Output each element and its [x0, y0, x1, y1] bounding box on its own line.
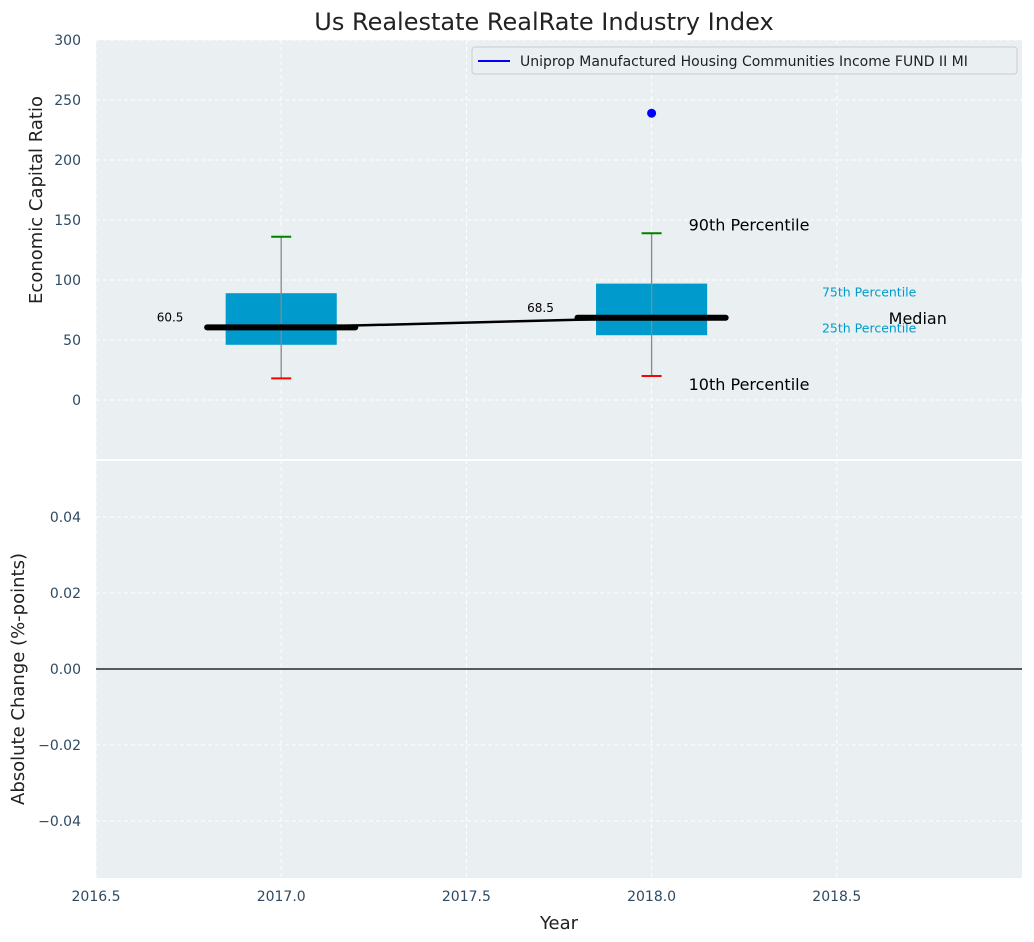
bottom-y-tick-label: 0.02 — [50, 586, 81, 602]
bottom-y-axis-label: Absolute Change (%-points) — [8, 553, 29, 805]
bottom-y-tick-label: −0.04 — [38, 814, 81, 830]
median-value-label: 68.5 — [527, 301, 554, 315]
x-tick-label: 2017.5 — [442, 889, 491, 905]
x-axis-label: Year — [539, 913, 579, 934]
median-trend-line — [281, 316, 652, 329]
top-y-axis-label: Economic Capital Ratio — [26, 96, 47, 304]
top-y-tick-label: 250 — [54, 93, 81, 109]
annotation-median: Median — [889, 309, 947, 328]
annotation-p75: 75th Percentile — [822, 285, 917, 300]
bottom-y-tick-label: −0.02 — [38, 738, 81, 754]
annotation-p25: 25th Percentile — [822, 321, 917, 336]
median-value-label: 60.5 — [157, 310, 184, 324]
top-y-tick-label: 150 — [54, 213, 81, 229]
x-tick-label: 2018.0 — [627, 889, 676, 905]
chart-title: Us Realestate RealRate Industry Index — [314, 8, 773, 36]
x-tick-label: 2017.0 — [257, 889, 306, 905]
legend-box — [471, 46, 1018, 75]
top-y-tick-label: 200 — [54, 153, 81, 169]
annotation-p90: 90th Percentile — [689, 215, 810, 234]
percentile-annotations: 90th Percentile 10th Percentile 75th Perce… — [689, 215, 947, 394]
x-tick-label: 2018.5 — [812, 889, 861, 905]
top-y-tick-label: 100 — [54, 273, 81, 289]
legend: Uniprop Manufactured Housing Communities… — [471, 46, 1018, 75]
top-y-tick-label: 300 — [54, 33, 81, 49]
top-y-tick-label: 0 — [72, 393, 81, 409]
x-tick-label: 2016.5 — [72, 889, 121, 905]
company-point — [647, 108, 657, 118]
top-y-tick-labels: 0 50 100 150 200 250 300 — [54, 33, 81, 409]
top-plot-area — [96, 40, 1022, 460]
top-y-tick-label: 50 — [63, 333, 81, 349]
annotation-p10: 10th Percentile — [689, 375, 810, 394]
legend-entry: Uniprop Manufactured Housing Communities… — [520, 54, 968, 70]
x-tick-labels: 2016.5 2017.0 2017.5 2018.0 2018.5 — [72, 889, 862, 905]
bottom-y-tick-labels: −0.04 −0.02 0.00 0.02 0.04 — [38, 510, 81, 830]
bottom-y-tick-label: 0.04 — [50, 510, 81, 526]
box-plot-marks: 60.5 68.5 — [157, 108, 729, 380]
bottom-y-tick-label: 0.00 — [50, 662, 81, 678]
